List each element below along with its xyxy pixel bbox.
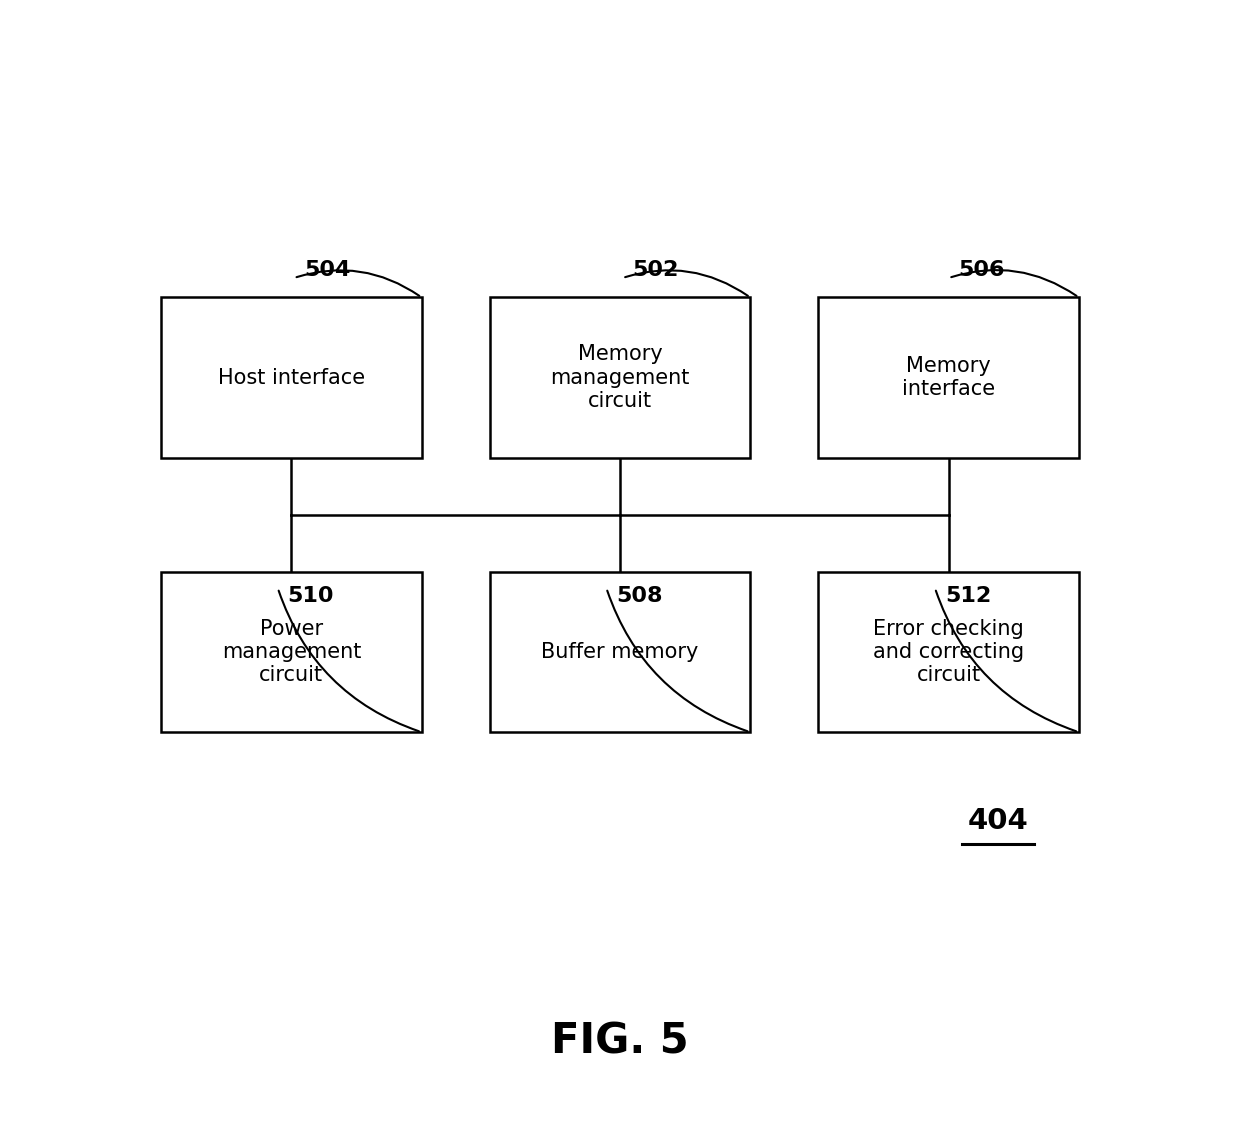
FancyBboxPatch shape — [490, 297, 750, 458]
Text: 508: 508 — [616, 586, 662, 605]
Text: FIG. 5: FIG. 5 — [552, 1020, 688, 1062]
Text: Memory
interface: Memory interface — [901, 356, 996, 399]
Text: Memory
management
circuit: Memory management circuit — [551, 344, 689, 411]
FancyBboxPatch shape — [161, 572, 422, 732]
Text: Power
management
circuit: Power management circuit — [222, 619, 361, 685]
FancyBboxPatch shape — [818, 297, 1079, 458]
Text: 512: 512 — [945, 586, 991, 605]
Text: Buffer memory: Buffer memory — [542, 642, 698, 662]
Text: 504: 504 — [304, 261, 350, 280]
Text: Error checking
and correcting
circuit: Error checking and correcting circuit — [873, 619, 1024, 685]
Text: 404: 404 — [968, 808, 1028, 835]
Text: Host interface: Host interface — [218, 367, 365, 388]
Text: 502: 502 — [632, 261, 678, 280]
Text: 506: 506 — [959, 261, 1004, 280]
FancyBboxPatch shape — [818, 572, 1079, 732]
FancyBboxPatch shape — [161, 297, 422, 458]
Text: 510: 510 — [288, 586, 335, 605]
FancyBboxPatch shape — [490, 572, 750, 732]
